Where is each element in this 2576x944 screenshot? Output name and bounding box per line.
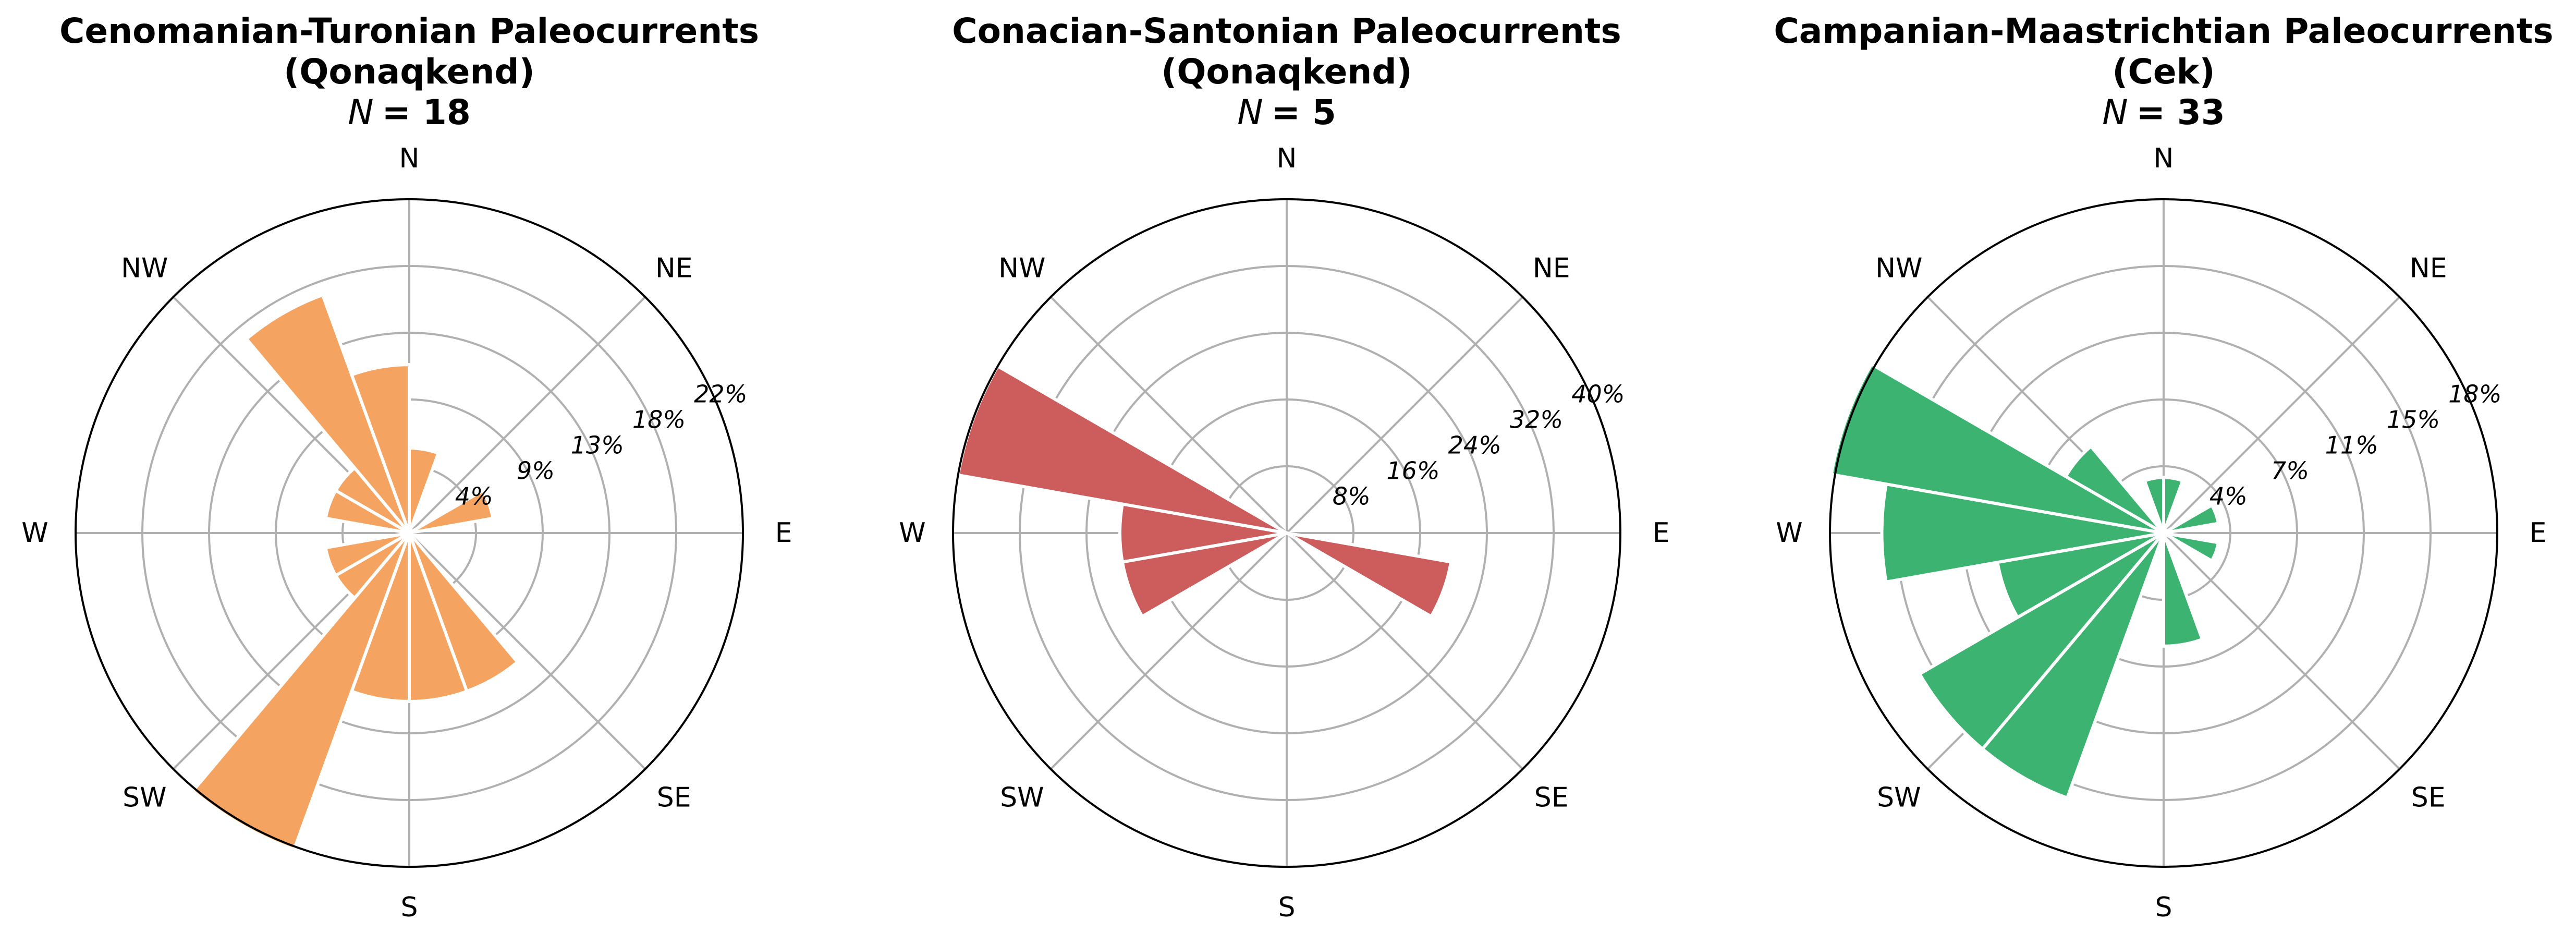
radial-tick-label: 22% [694, 380, 747, 408]
rose-bar [2142, 476, 2165, 534]
radial-tick-label: 40% [1571, 380, 1625, 408]
grid-spoke [1286, 532, 1523, 770]
direction-label-s: S [2155, 892, 2172, 923]
chart-title-line1: Conacian-Santonian Paleocurrents [952, 11, 1621, 51]
direction-label-w: W [21, 517, 48, 549]
direction-label-w: W [1776, 517, 1802, 549]
radial-tick-label: 18% [2448, 380, 2501, 408]
direction-label-se: SE [1534, 782, 1569, 814]
rose-bar [1880, 482, 2164, 584]
sample-count-symbol: N [1237, 92, 1263, 132]
grid-spoke [408, 532, 646, 770]
rose-bar [349, 363, 411, 534]
direction-label-sw: SW [1000, 782, 1044, 814]
grid-spoke [1050, 296, 1288, 534]
radial-tick-label: 24% [1448, 431, 1501, 459]
direction-label-n: N [1277, 143, 1297, 174]
polar-frame [75, 198, 744, 868]
grid-spoke [1050, 532, 1288, 770]
direction-label-se: SE [2411, 782, 2446, 814]
sample-count: N = 33 [2102, 92, 2225, 132]
chart-title-line2: (Qonaqkend) [284, 52, 535, 92]
polar-frame [1829, 198, 2498, 868]
rose-bar [1917, 531, 2165, 752]
radial-tick-label: 13% [571, 431, 624, 459]
sample-count-symbol: N [2102, 92, 2128, 132]
rose-bar [1980, 532, 2165, 800]
radial-tick-label: 4% [455, 482, 493, 511]
direction-label-se: SE [657, 782, 691, 814]
direction-label-n: N [2154, 143, 2174, 174]
radial-tick-label: 11% [2325, 431, 2378, 459]
direction-label-nw: NW [121, 252, 168, 284]
grid-spoke [2163, 532, 2400, 770]
rose-bar [324, 531, 410, 578]
rose-panel-conacian-santonian: Conacian-Santonian Paleocurrents (Qonaqk… [899, 11, 1669, 923]
radial-tick-label: 16% [1386, 457, 1439, 485]
direction-label-e: E [1653, 517, 1670, 549]
rose-panel-campanian-maastrichtian: Campanian-Maastrichtian Paleocurrents (C… [1774, 11, 2553, 923]
rose-bar [1829, 362, 2165, 535]
sample-count: N = 18 [348, 92, 471, 132]
direction-label-ne: NE [1533, 252, 1570, 284]
direction-label-e: E [775, 517, 792, 549]
grid-spoke [1286, 296, 1523, 534]
grid-spoke [2163, 296, 2400, 534]
rose-panel-cenomanian-turonian: Cenomanian-Turonian Paleocurrents (Qonaq… [21, 11, 792, 923]
chart-title-line2: (Qonaqkend) [1161, 52, 1412, 92]
chart-title-line1: Campanian-Maastrichtian Paleocurrents [1774, 11, 2553, 51]
radial-tick-label: 15% [2387, 406, 2440, 434]
rose-bar [1286, 531, 1453, 619]
direction-label-n: N [399, 143, 420, 174]
rose-bar [408, 488, 495, 535]
chart-title-line2: (Cek) [2112, 52, 2215, 92]
direction-label-nw: NW [998, 252, 1045, 284]
radial-tick-label: 4% [2209, 482, 2248, 511]
direction-label-sw: SW [1877, 782, 1921, 814]
grid-spoke [408, 296, 646, 534]
rose-bar [2064, 444, 2165, 535]
sample-count-value: = 33 [2137, 92, 2225, 132]
direction-label-sw: SW [123, 782, 166, 814]
rose-bar [190, 532, 411, 852]
radial-tick-label: 8% [1333, 482, 1371, 511]
rose-bar [2163, 503, 2220, 535]
radial-tick-label: 9% [517, 457, 555, 485]
sample-count-symbol: N [348, 92, 373, 132]
radial-tick-label: 32% [1510, 406, 1563, 434]
polar-frame [952, 198, 1621, 868]
direction-label-nw: NW [1875, 252, 1922, 284]
rose-bar [244, 293, 411, 534]
direction-label-s: S [400, 892, 418, 923]
sample-count: N = 5 [1237, 92, 1336, 132]
sample-count-value: = 5 [1272, 92, 1336, 132]
direction-label-e: E [2530, 517, 2547, 549]
sample-count-value: = 18 [382, 92, 471, 132]
direction-label-s: S [1278, 892, 1295, 923]
direction-label-ne: NE [2410, 252, 2447, 284]
rose-bar [2162, 532, 2205, 648]
direction-label-ne: NE [655, 252, 693, 284]
radial-tick-label: 18% [632, 406, 686, 434]
chart-title-line1: Cenomanian-Turonian Paleocurrents [59, 11, 759, 51]
radial-tick-label: 7% [2271, 457, 2309, 485]
direction-label-w: W [899, 517, 925, 549]
rose-bar [2163, 531, 2220, 563]
